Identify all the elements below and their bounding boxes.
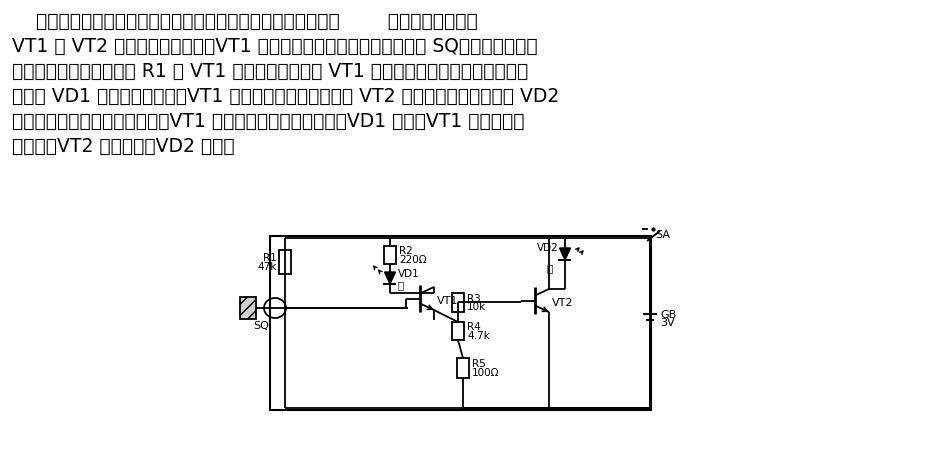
Text: R1: R1	[263, 253, 277, 263]
Text: 红: 红	[398, 280, 405, 290]
Text: 二极管 VD1 使其发光。此时，VT1 的集电极为低电位，所以 VT2 截止，绿色发光二极管 VD2: 二极管 VD1 使其发光。此时，VT1 的集电极为低电位，所以 VT2 截止，绿…	[12, 87, 559, 106]
Text: VT1: VT1	[437, 297, 458, 306]
Bar	[452, 322, 464, 340]
Bar	[279, 250, 291, 274]
Text: VD1: VD1	[398, 269, 420, 279]
Text: VD2: VD2	[537, 243, 559, 253]
Bar	[240, 297, 256, 319]
Text: VT1 和 VT2 组成施密特触发器。VT1 的基极偏置电路中串接着磁簧开关 SQ，若有磁体靠近: VT1 和 VT2 组成施密特触发器。VT1 的基极偏置电路中串接着磁簧开关 S…	[12, 37, 537, 56]
Bar	[270, 236, 651, 410]
Bar	[384, 246, 396, 264]
Text: 4.7k: 4.7k	[467, 331, 489, 341]
Text: 10k: 10k	[467, 303, 486, 313]
Bar	[452, 293, 464, 312]
Text: R5: R5	[472, 359, 486, 369]
Bar	[457, 358, 469, 378]
Text: R2: R2	[399, 246, 413, 256]
Text: R4: R4	[467, 322, 481, 332]
Text: R3: R3	[467, 293, 481, 304]
Text: 该电路仅用一个接点就可以切换红色和绿色两个信号灯，如图        所示。两个三极管: 该电路仅用一个接点就可以切换红色和绿色两个信号灯，如图 所示。两个三极管	[12, 12, 478, 31]
Text: GB: GB	[660, 310, 677, 320]
Text: 100Ω: 100Ω	[472, 368, 500, 378]
Text: 高电位，VT2 变为导通，VD2 发光。: 高电位，VT2 变为导通，VD2 发光。	[12, 137, 234, 156]
Text: 磁簧开关，电源即经电阻 R1 向 VT1 提供基极电流，使 VT1 导通，集电极电流流过红色发光: 磁簧开关，电源即经电阻 R1 向 VT1 提供基极电流，使 VT1 导通，集电极…	[12, 62, 528, 81]
Text: 绿: 绿	[547, 263, 553, 273]
Text: SA: SA	[655, 230, 670, 240]
Text: SQ: SQ	[253, 321, 269, 331]
Text: 47k: 47k	[258, 262, 277, 272]
Text: 220Ω: 220Ω	[399, 255, 426, 265]
Text: 3V: 3V	[660, 318, 675, 328]
Text: VT2: VT2	[552, 298, 573, 308]
Text: 熄灭。当磁体远离磁簧开关时，VT1 基极断开而处于截止状态、VD1 熄灭，VT1 集电极变为: 熄灭。当磁体远离磁簧开关时，VT1 基极断开而处于截止状态、VD1 熄灭，VT1…	[12, 112, 524, 131]
Polygon shape	[385, 272, 395, 284]
Polygon shape	[560, 248, 570, 260]
